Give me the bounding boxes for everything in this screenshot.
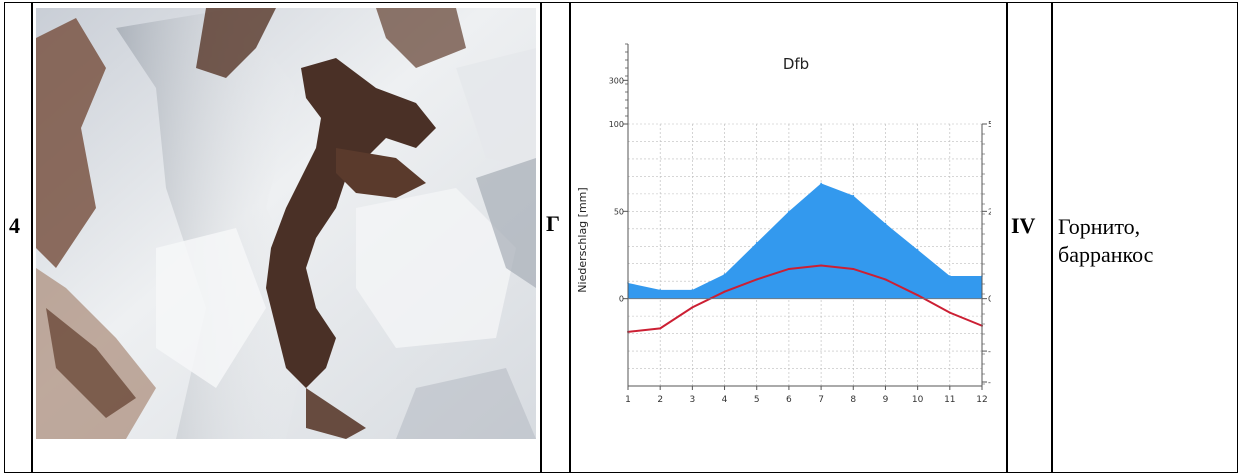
x-tick-label: 1 — [625, 395, 631, 405]
right-tick-label: 50 — [988, 120, 991, 129]
precipitation-point — [755, 241, 758, 244]
x-tick-label: 3 — [689, 395, 695, 405]
temperature-point — [948, 311, 951, 314]
left-tick-label: 50 — [614, 207, 624, 216]
letter-cell: Г — [541, 2, 570, 473]
precipitation-point — [659, 289, 661, 291]
precipitation-point — [723, 273, 726, 276]
x-tick-label: 4 — [722, 395, 728, 405]
precipitation-point — [916, 248, 919, 251]
row-number: 4 — [9, 213, 20, 238]
roman-cell: IV — [1007, 2, 1052, 473]
precipitation-point — [788, 210, 790, 213]
snowy-mountain-photo — [36, 8, 536, 439]
temperature-point — [659, 327, 662, 330]
climate-chart: Dfb Niederschlag [mm] 30010050050250-2-5… — [576, 30, 991, 422]
temperature-line — [627, 264, 983, 333]
left-tick-label: 300 — [609, 76, 624, 85]
x-tick-label: 12 — [976, 395, 987, 405]
x-tick-label: 6 — [786, 395, 792, 405]
x-tick-label: 2 — [657, 395, 663, 405]
precipitation-point — [884, 222, 887, 225]
right-tick-label: 25 — [988, 207, 991, 216]
y-axis-label: Niederschlag [mm] — [576, 187, 589, 292]
precipitation-point — [820, 182, 822, 185]
precipitation-area — [628, 183, 982, 299]
right-tick-label: -2 — [988, 347, 991, 356]
temperature-point — [691, 306, 694, 309]
temperature-point — [852, 267, 855, 270]
chart-line-layer — [627, 264, 983, 333]
x-tick-label: 10 — [912, 395, 924, 405]
x-tick-label: 11 — [944, 395, 955, 405]
precipitation-point — [949, 275, 951, 277]
photo-cell — [32, 2, 541, 473]
landform-label: Горнито, барранкос — [1058, 214, 1154, 267]
x-tick-label: 9 — [883, 395, 889, 405]
chart-cell: Dfb Niederschlag [mm] 30010050050250-2-5… — [570, 2, 1007, 473]
mountain-image-icon — [36, 8, 536, 439]
x-tick-label: 5 — [754, 395, 760, 405]
right-tick-label: -5 — [988, 378, 991, 387]
table-row: 4 — [4, 2, 1238, 473]
precipitation-point — [691, 289, 694, 291]
row-roman-numeral: IV — [1011, 213, 1036, 238]
left-tick-label: 0 — [619, 295, 624, 304]
temperature-point — [916, 294, 919, 297]
number-cell: 4 — [4, 2, 32, 473]
chart-axis-layer: 30010050050250-2-5123456789101112 — [609, 43, 991, 405]
temperature-point — [787, 267, 790, 270]
temperature-point — [820, 264, 823, 267]
right-tick-label: 0 — [988, 295, 991, 304]
temperature-point — [755, 278, 758, 281]
chart-title: Dfb — [783, 55, 809, 73]
temperature-point — [884, 278, 887, 281]
climate-chart-svg: Dfb Niederschlag [mm] 30010050050250-2-5… — [576, 43, 991, 405]
precipitation-point — [852, 194, 855, 197]
temperature-point — [723, 290, 726, 293]
row-letter: Г — [546, 211, 560, 236]
x-tick-label: 7 — [818, 395, 824, 405]
left-tick-label: 100 — [609, 120, 624, 129]
landform-cell: Горнито, барранкос — [1052, 2, 1238, 473]
x-tick-label: 8 — [850, 395, 856, 405]
